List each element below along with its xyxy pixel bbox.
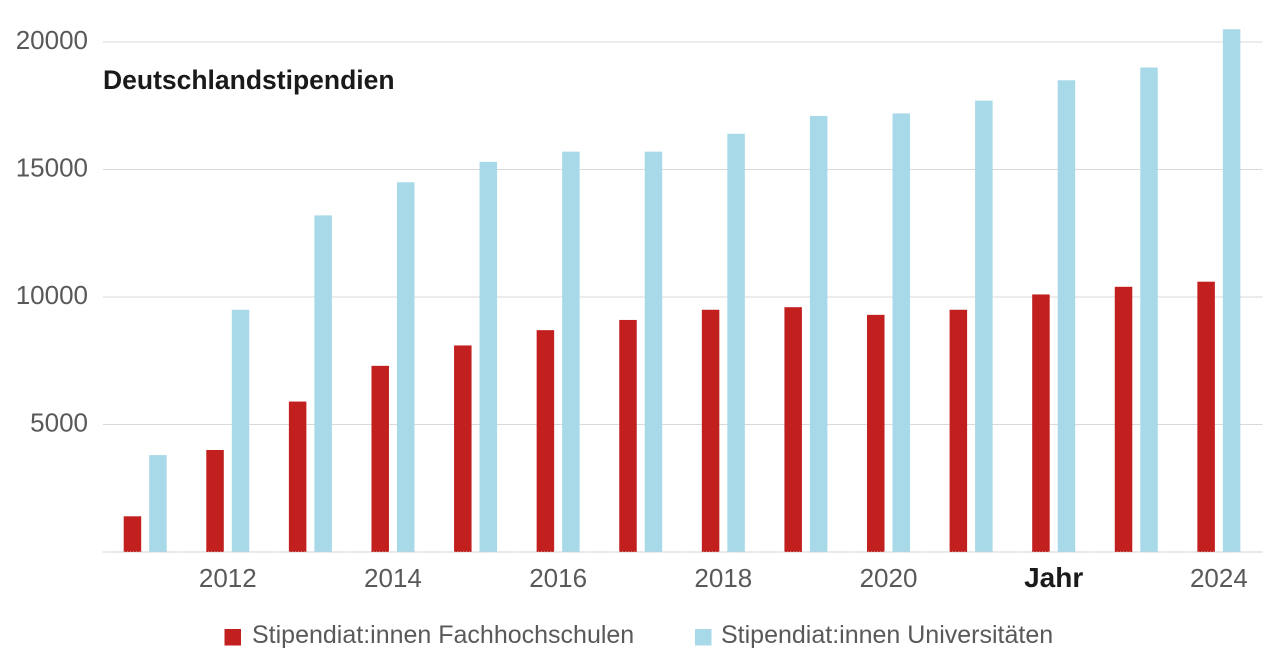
svg-text:Jahr: Jahr	[1024, 562, 1083, 593]
svg-text:2020: 2020	[860, 563, 918, 593]
svg-text:2018: 2018	[694, 563, 752, 593]
svg-text:2024: 2024	[1190, 563, 1248, 593]
svg-text:2016: 2016	[529, 563, 587, 593]
svg-text:2012: 2012	[199, 563, 257, 593]
svg-text:Stipendiat:innen Fachhochschul: Stipendiat:innen Fachhochschulen	[252, 621, 634, 649]
svg-text:Stipendiat:innen Universitäten: Stipendiat:innen Universitäten	[721, 621, 1053, 649]
svg-text:15000: 15000	[16, 153, 88, 183]
svg-text:10000: 10000	[16, 280, 88, 310]
svg-text:5000: 5000	[30, 408, 88, 438]
svg-text:2014: 2014	[364, 563, 422, 593]
svg-text:20000: 20000	[16, 25, 88, 55]
svg-text:Deutschlandstipendien: Deutschlandstipendien	[103, 65, 395, 95]
